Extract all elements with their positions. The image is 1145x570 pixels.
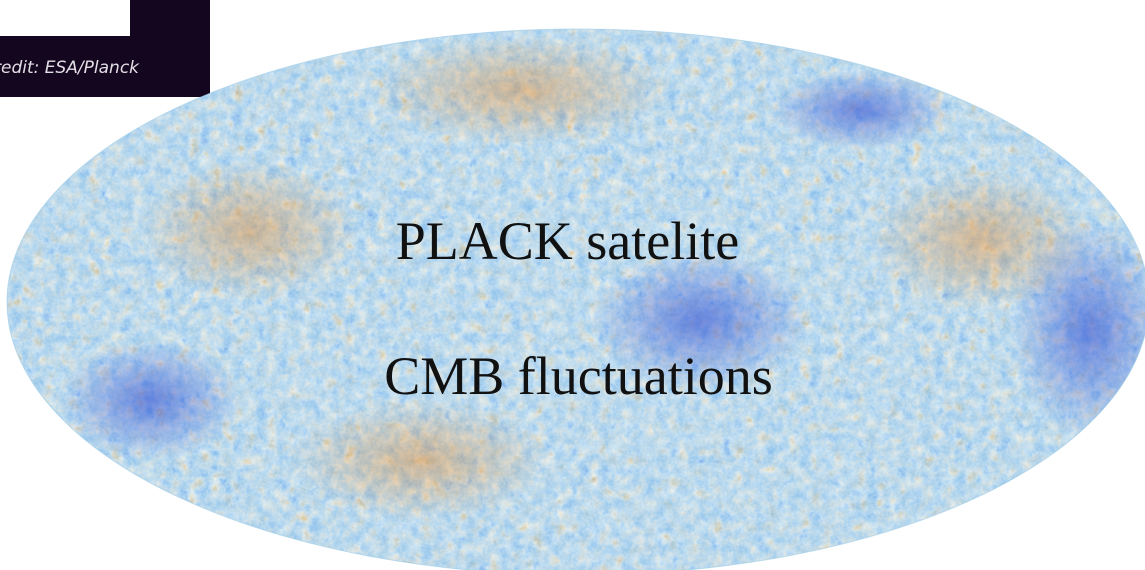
caption-title: PLACK satelite	[395, 211, 740, 271]
credit-box: redit: ESA/Planck	[0, 0, 210, 97]
caption-subtitle: CMB fluctuations	[384, 346, 773, 406]
image-credit: redit: ESA/Planck	[0, 58, 140, 78]
credit-box-cutout	[0, 0, 130, 36]
